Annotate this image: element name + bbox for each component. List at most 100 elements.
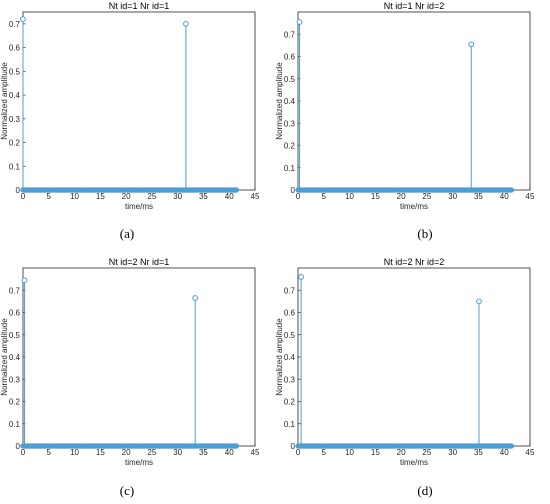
x-tick-label: 45 — [251, 448, 260, 457]
x-tick-label: 10 — [345, 448, 354, 457]
x-tick-label: 30 — [173, 448, 182, 457]
y-tick-label: 0.4 — [9, 353, 21, 362]
y-tick-label: 0 — [16, 186, 21, 195]
x-tick-label: 20 — [397, 448, 406, 457]
x-tick-label: 0 — [21, 448, 26, 457]
x-tick-label: 45 — [526, 448, 535, 457]
y-tick-label: 0.1 — [284, 420, 296, 429]
chart-panel-b: Nt id=1 Nr id=2 0 5 10 15 20 25 30 35 40 45 0 0.1 0.2… — [275, 0, 550, 220]
x-tick-label: 5 — [322, 448, 327, 457]
chart-panel-d: Nt id=2 Nr id=2 0 5 10 15 20 25 30 35 40 45 0 0.1 0.2… — [275, 256, 550, 476]
y-tick-label: 0 — [291, 442, 296, 451]
x-tick-label: 25 — [147, 192, 156, 201]
y-tick-label: 0.3 — [284, 119, 296, 128]
y-tick-label: 0.1 — [9, 420, 21, 429]
x-tick-label: 35 — [474, 448, 483, 457]
x-tick-label: 15 — [96, 448, 105, 457]
stem-marker-1 — [21, 277, 28, 284]
x-tick-label: 30 — [173, 192, 182, 201]
y-tick-label: 0 — [291, 186, 296, 195]
x-tick-label: 35 — [199, 192, 208, 201]
caption-d-label: (d) — [417, 483, 433, 498]
chart-panel-a: Nt id=1 Nr id=1 0 5 10 15 20 25 30 35 40 45 0 0.1 0.2… — [0, 0, 275, 220]
x-axis-label: time/ms — [400, 458, 428, 467]
chart-title: Nt id=2 Nr id=2 — [384, 257, 445, 267]
x-tick-label: 15 — [371, 448, 380, 457]
x-tick-label: 30 — [448, 192, 457, 201]
y-tick-label: 0.3 — [9, 115, 21, 124]
caption-a-label: (a) — [119, 226, 135, 241]
y-tick-label: 0.5 — [9, 67, 21, 76]
y-tick-label: 0.1 — [284, 164, 296, 173]
x-tick-label: 5 — [322, 192, 327, 201]
plot-frame — [22, 267, 256, 447]
x-tick-label: 5 — [47, 448, 52, 457]
stem-chart-a: Nt id=1 Nr id=1 0 5 10 15 20 25 30 35 40 45 0 0.1 0.2… — [0, 1, 260, 211]
y-tick-label: 0 — [16, 442, 21, 451]
y-tick-label: 0.7 — [284, 286, 296, 295]
y-tick-label: 0.5 — [9, 331, 21, 340]
y-tick-label: 0.7 — [9, 286, 21, 295]
y-tick-label: 0.6 — [284, 309, 296, 318]
y-axis-label: Normalized amplitude — [0, 62, 9, 140]
chart-panel-c: Nt id=2 Nr id=1 0 5 10 15 20 25 30 35 40 45 0 0.1 0.2… — [0, 256, 275, 476]
y-tick-label: 0.6 — [284, 53, 296, 62]
x-tick-label: 40 — [225, 448, 234, 457]
x-tick-label: 45 — [251, 192, 260, 201]
y-tick-label: 0.7 — [284, 30, 296, 39]
stem-marker-2 — [183, 20, 189, 27]
x-tick-label: 20 — [122, 192, 131, 201]
y-tick-label: 0.5 — [284, 331, 296, 340]
x-tick-label: 15 — [371, 192, 380, 201]
x-tick-label: 35 — [474, 192, 483, 201]
stem-marker-1 — [20, 16, 26, 23]
y-tick-label: 0.1 — [9, 162, 21, 171]
x-axis-label: time/ms — [400, 202, 428, 211]
x-tick-label: 0 — [296, 192, 301, 201]
y-tick-label: 0.2 — [284, 398, 296, 407]
chart-title: Nt id=1 Nr id=2 — [384, 1, 445, 11]
x-tick-label: 25 — [147, 448, 156, 457]
stem-chart-b: Nt id=1 Nr id=2 0 5 10 15 20 25 30 35 40 45 0 0.1 0.2… — [275, 1, 535, 211]
x-tick-label: 0 — [296, 448, 301, 457]
caption-b-label: (b) — [417, 226, 433, 241]
y-tick-label: 0.6 — [9, 44, 21, 53]
chart-title: Nt id=1 Nr id=1 — [109, 1, 170, 11]
x-tick-label: 30 — [448, 448, 457, 457]
caption-c: (c) — [67, 483, 187, 499]
x-tick-label: 15 — [96, 192, 105, 201]
stem-chart-d: Nt id=2 Nr id=2 0 5 10 15 20 25 30 35 40 45 0 0.1 0.2… — [275, 257, 535, 467]
y-tick-label: 0.6 — [9, 309, 21, 318]
stem-chart-c: Nt id=2 Nr id=1 0 5 10 15 20 25 30 35 40 45 0 0.1 0.2… — [0, 257, 260, 467]
stem-marker-1 — [296, 19, 303, 25]
stem-marker-2 — [192, 295, 199, 301]
y-axis-label: Normalized amplitude — [275, 318, 284, 396]
caption-a: (a) — [67, 226, 187, 242]
x-tick-label: 25 — [422, 192, 431, 201]
x-tick-label: 35 — [199, 448, 208, 457]
x-tick-label: 45 — [526, 192, 535, 201]
y-tick-label: 0.3 — [9, 375, 21, 384]
y-tick-label: 0.3 — [284, 375, 296, 384]
y-tick-label: 0.7 — [9, 20, 21, 29]
y-tick-label: 0.4 — [284, 97, 296, 106]
x-tick-label: 40 — [225, 192, 234, 201]
plot-frame — [297, 267, 531, 447]
plot-frame — [297, 11, 531, 191]
y-tick-label: 0.2 — [9, 398, 21, 407]
x-tick-label: 20 — [397, 192, 406, 201]
x-tick-label: 10 — [345, 192, 354, 201]
x-tick-label: 10 — [70, 448, 79, 457]
x-tick-label: 40 — [500, 192, 509, 201]
y-axis-label: Normalized amplitude — [0, 318, 9, 396]
x-tick-label: 5 — [47, 192, 52, 201]
y-tick-label: 0.4 — [284, 353, 296, 362]
caption-d: (d) — [365, 483, 485, 499]
chart-title: Nt id=2 Nr id=1 — [109, 257, 170, 267]
stem-marker-1 — [298, 274, 304, 280]
x-axis-label: time/ms — [125, 202, 153, 211]
y-tick-label: 0.5 — [284, 75, 296, 84]
y-axis-label: Normalized amplitude — [275, 62, 284, 140]
plot-frame — [22, 11, 256, 191]
x-axis-label: time/ms — [125, 458, 153, 467]
